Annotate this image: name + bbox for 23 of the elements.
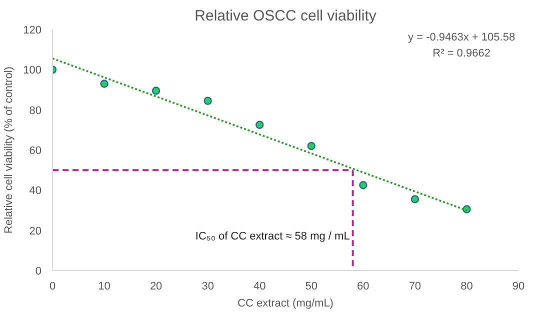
- x-tick-label: 80: [460, 280, 473, 292]
- x-tick-label: 60: [357, 280, 370, 292]
- chart-title: Relative OSCC cell viability: [194, 8, 377, 24]
- x-tick-label: 20: [150, 280, 162, 292]
- annotation: y = -0.9463x + 105.58: [408, 32, 516, 44]
- annotation: IC₅₀ of CC extract ≈ 58 mg / mL: [195, 230, 350, 242]
- annotation: R² = 0.9662: [432, 48, 490, 60]
- x-tick-label: 10: [98, 280, 110, 292]
- y-tick-label: 100: [23, 64, 42, 77]
- x-tick-label: 90: [512, 280, 525, 292]
- x-tick-label: 40: [253, 280, 266, 292]
- x-tick-label: 30: [202, 280, 214, 292]
- y-tick-label: 60: [29, 145, 42, 157]
- y-axis-title: Relative cell viability (% of control): [3, 66, 16, 234]
- y-tick-label: 20: [29, 225, 42, 238]
- y-tick-label: 0: [35, 266, 42, 278]
- x-tick-label: 50: [305, 280, 318, 292]
- x-tick-label: 0: [49, 280, 56, 292]
- y-tick-label: 80: [29, 104, 42, 117]
- x-axis-title: CC extract (mg/mL): [238, 298, 334, 310]
- y-tick-label: 40: [29, 185, 42, 198]
- y-tick-label: 120: [23, 24, 42, 36]
- x-tick-label: 70: [408, 280, 422, 292]
